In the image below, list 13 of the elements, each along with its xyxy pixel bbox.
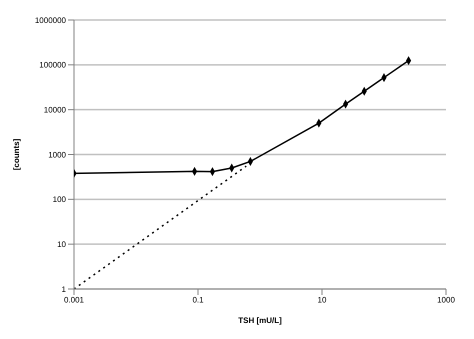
y-tick-label: 1000000 — [34, 16, 67, 25]
x-tick-label: 0.1 — [192, 296, 204, 305]
x-tick-label: 1000 — [437, 296, 456, 305]
y-tick-label: 10 — [57, 240, 67, 250]
x-tick-label: 10 — [318, 296, 327, 305]
x-tick-label: 0.001 — [64, 296, 85, 305]
y-tick-label: 10000 — [44, 106, 67, 115]
y-tick-label: 100 — [52, 195, 67, 204]
y-axis-title: [counts] — [12, 138, 21, 170]
x-axis-title: TSH [mU/L] — [238, 316, 282, 325]
y-tick-label: 100000 — [39, 60, 67, 70]
y-tick-label: 1 — [62, 284, 67, 294]
y-tick-label: 1000 — [48, 150, 67, 160]
